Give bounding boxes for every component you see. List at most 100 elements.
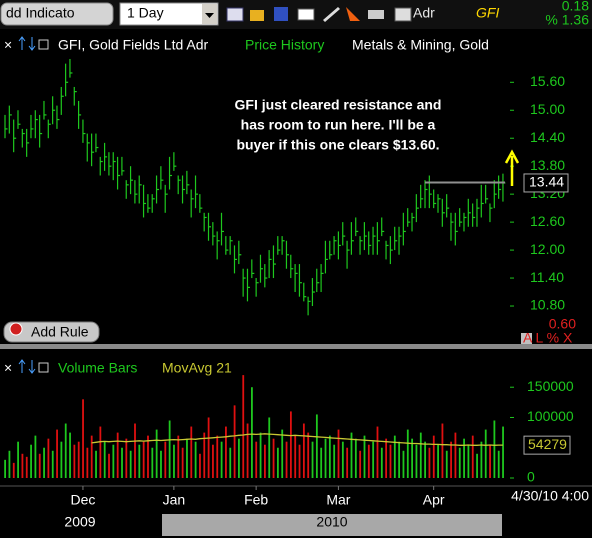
- y-tick-label: 10.80: [530, 297, 565, 313]
- menu-icon[interactable]: [38, 39, 49, 50]
- volume-bar: [86, 447, 89, 478]
- volume-bar: [194, 441, 197, 478]
- add-rule-button[interactable]: [3, 321, 100, 343]
- volume-bar: [476, 453, 478, 478]
- volume-bar: [220, 441, 223, 478]
- year-label: 2009: [64, 514, 95, 530]
- volume-bar: [129, 450, 132, 478]
- industry: Metals & Mining, Gold: [352, 37, 489, 53]
- volume-bar: [424, 441, 427, 478]
- volume-bar: [21, 453, 24, 478]
- volume-bar: [138, 444, 141, 478]
- down-icon[interactable]: [28, 360, 36, 374]
- moving-average: [91, 433, 503, 446]
- icon[interactable]: [297, 8, 315, 21]
- close-icon[interactable]: ×: [4, 360, 12, 376]
- annotation: has room to run here. I'll be a: [241, 117, 436, 133]
- volume-bar: [380, 447, 383, 478]
- volume-bar: [207, 417, 210, 478]
- pane-separator[interactable]: [0, 344, 592, 349]
- volume-bar: [289, 411, 292, 478]
- volume-bar: [64, 423, 67, 478]
- volume-bar: [307, 432, 310, 478]
- volume-bar: [142, 441, 145, 478]
- volume-bar: [255, 441, 258, 478]
- up-icon[interactable]: [18, 359, 26, 373]
- add-rule-label: Add Rule: [31, 324, 89, 340]
- volume-bar: [441, 423, 444, 478]
- volume-bar: [467, 444, 470, 478]
- last-price-label: 13.44: [529, 174, 564, 190]
- year-label: 2010: [316, 514, 347, 530]
- volume-bar: [264, 444, 266, 478]
- control-box[interactable]: [521, 333, 532, 344]
- close-icon[interactable]: ×: [4, 37, 12, 53]
- volume-bar: [225, 426, 227, 478]
- y-tick-label: 15.60: [530, 73, 565, 89]
- x-tick-label: Jan: [163, 492, 186, 508]
- volume-bar: [181, 447, 184, 478]
- interval-label: 1 Day: [127, 5, 164, 21]
- volume-bar: [367, 444, 370, 478]
- volume-bar: [276, 447, 279, 478]
- volume-bar: [298, 444, 301, 478]
- volume-bar: [134, 423, 136, 478]
- volume-bar: [406, 429, 409, 478]
- volume-bar: [415, 444, 418, 478]
- pane-controls: ×: [4, 359, 49, 376]
- volume-bar: [160, 450, 162, 478]
- icon[interactable]: [368, 10, 384, 19]
- volume-bar: [251, 387, 253, 478]
- scale-note: 0.60: [549, 316, 576, 332]
- volume-bar: [238, 438, 240, 478]
- icon[interactable]: [323, 7, 340, 22]
- volume-bar: [315, 414, 318, 478]
- icon[interactable]: [274, 7, 288, 21]
- last-price-box: [523, 173, 569, 193]
- dropdown-icon: [205, 13, 214, 18]
- volume-bar: [30, 444, 32, 478]
- volume-bar: [324, 438, 327, 478]
- y-tick-label: 15.00: [530, 101, 565, 117]
- volume-bar: [402, 450, 405, 478]
- y-tick-label: 12.60: [530, 213, 565, 229]
- volume-bar: [281, 429, 284, 478]
- volume-bar: [272, 438, 275, 478]
- volume-bar: [302, 423, 305, 478]
- chart-subtitle: Price History: [245, 37, 324, 53]
- volume-bar: [493, 420, 496, 478]
- volume-bar: [95, 450, 97, 478]
- icon[interactable]: [250, 10, 264, 21]
- icon[interactable]: [394, 7, 412, 22]
- indicator-button-label: dd Indicato: [6, 5, 75, 21]
- volume-bar: [489, 444, 491, 478]
- volume-bar: [411, 438, 414, 478]
- volume-bar: [502, 426, 504, 478]
- period-2010: [162, 514, 502, 536]
- toolbar-icons: [226, 7, 412, 22]
- volume-bar: [246, 423, 249, 478]
- volume-bar: [90, 435, 93, 478]
- icon[interactable]: [346, 7, 360, 21]
- y-tick-label: 0: [527, 469, 535, 485]
- up-icon[interactable]: [18, 36, 26, 50]
- interval-select[interactable]: [119, 2, 219, 26]
- volume-bar: [398, 441, 401, 478]
- volume-bar: [450, 441, 452, 478]
- chart-title: GFI, Gold Fields Ltd Adr: [58, 37, 209, 53]
- volume-bar: [190, 426, 193, 478]
- icon[interactable]: [226, 7, 244, 22]
- volume-bar: [454, 432, 457, 478]
- y-tick-label: 14.40: [530, 129, 565, 145]
- volume-bar: [333, 444, 336, 478]
- volume-bar: [116, 432, 119, 478]
- volume-bar: [458, 447, 461, 478]
- volume-title: Volume Bars: [58, 360, 137, 376]
- y-tick-label: 150000: [527, 378, 574, 394]
- menu-icon[interactable]: [38, 362, 49, 373]
- indicator-button[interactable]: [0, 2, 114, 26]
- down-icon[interactable]: [28, 37, 36, 51]
- annotation: buyer if this one clears $13.60.: [236, 137, 439, 153]
- volume-bar: [311, 441, 314, 478]
